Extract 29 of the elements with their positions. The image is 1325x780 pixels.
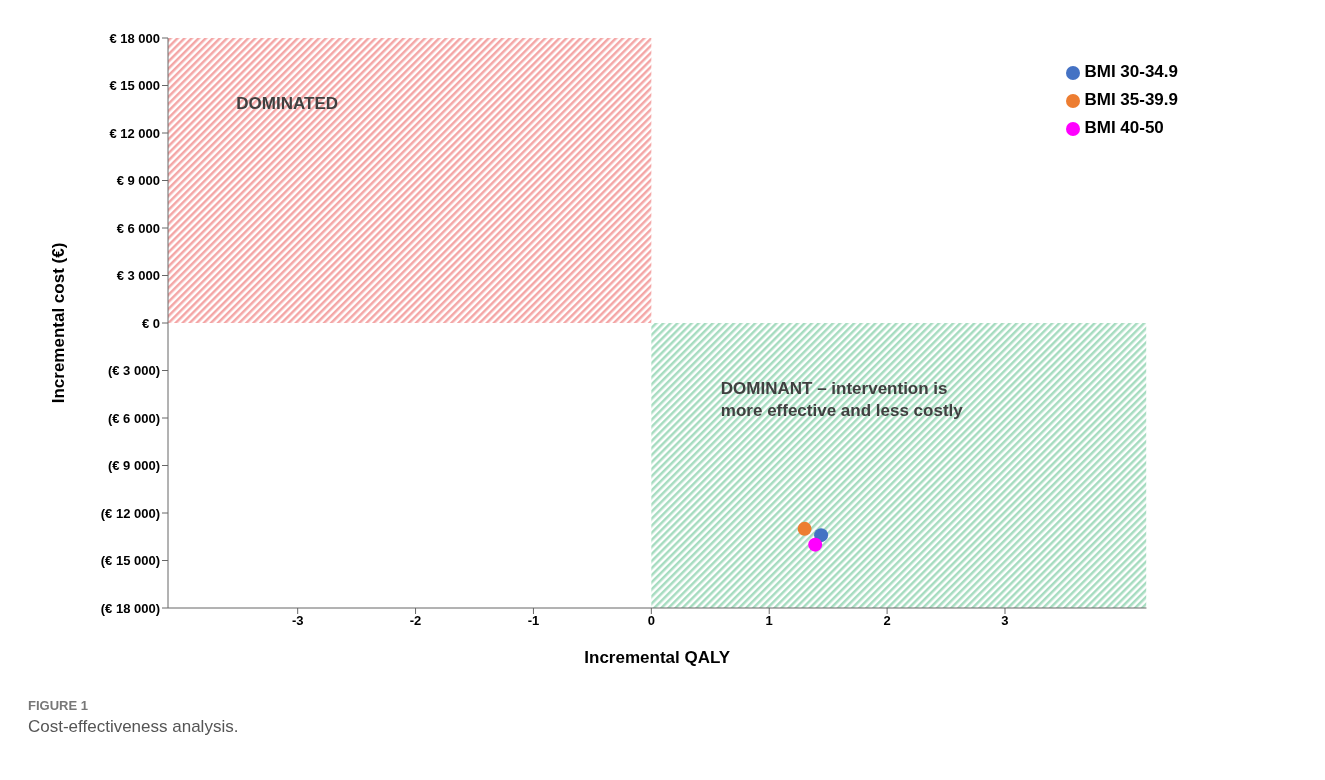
y-tick-label: (€ 12 000) bbox=[100, 505, 160, 521]
y-axis-title: Incremental cost (€) bbox=[49, 242, 69, 404]
band-label: DOMINATED bbox=[236, 94, 339, 114]
y-tick-label: (€ 3 000) bbox=[107, 363, 160, 379]
x-tick-label: 1 bbox=[765, 613, 773, 629]
x-tick-label: 3 bbox=[1001, 613, 1009, 629]
legend-label: BMI 30-34.9 bbox=[1084, 62, 1178, 81]
y-tick-label: € 12 000 bbox=[109, 125, 160, 141]
legend-label: BMI 35-39.9 bbox=[1084, 90, 1178, 109]
y-tick-label: (€ 6 000) bbox=[107, 410, 160, 426]
legend-label: BMI 40-50 bbox=[1084, 118, 1164, 137]
band-label: DOMINANT – intervention is more effective and less costly bbox=[720, 379, 964, 421]
x-tick-label: -2 bbox=[409, 613, 422, 629]
x-axis-title: Incremental QALY bbox=[584, 648, 731, 667]
text: Cost-effectiveness analysis. bbox=[28, 717, 240, 737]
y-tick-label: € 15 000 bbox=[109, 78, 160, 94]
x-tick-label: -1 bbox=[527, 613, 540, 629]
y-tick-label: € 0 bbox=[141, 315, 160, 331]
y-tick-label: € 3 000 bbox=[116, 268, 160, 284]
y-tick-label: (€ 18 000) bbox=[100, 600, 160, 616]
y-tick-label: (€ 9 000) bbox=[107, 458, 160, 474]
y-tick-label: € 18 000 bbox=[109, 30, 160, 46]
y-tick-label: € 6 000 bbox=[116, 220, 160, 236]
caption: FIGURE 1 bbox=[28, 698, 89, 713]
x-tick-label: 2 bbox=[883, 613, 891, 629]
y-tick-label: € 9 000 bbox=[116, 173, 160, 189]
x-tick-label: 0 bbox=[647, 613, 655, 629]
y-tick-label: (€ 15 000) bbox=[100, 553, 160, 569]
x-tick-label: -3 bbox=[291, 613, 304, 629]
